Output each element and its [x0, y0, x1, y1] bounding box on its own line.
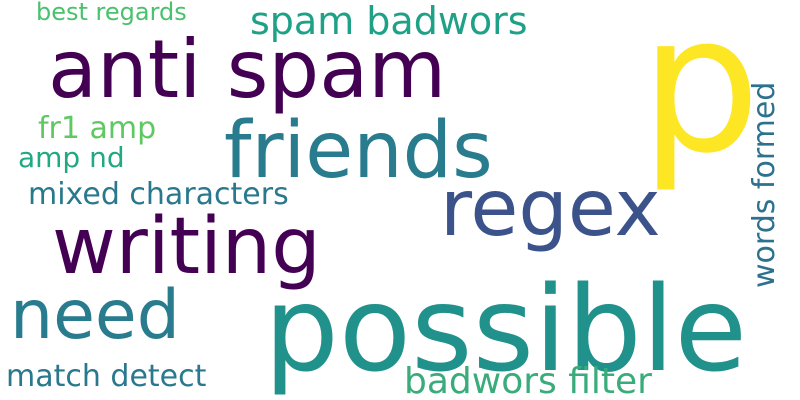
word-p: p [640, 0, 761, 195]
word-amp-nd: amp nd [18, 141, 125, 174]
word-mixed-characters: mixed characters [28, 177, 289, 212]
word-anti-spam: anti spam [48, 23, 447, 116]
word-best-regards: best regards [36, 0, 187, 26]
word-need: need [10, 276, 180, 355]
word-spam-badwors: spam badwors [250, 0, 528, 43]
word-fr1-amp: fr1 amp [38, 111, 157, 146]
word-regex: regex [440, 164, 661, 254]
word-writing: writing [52, 202, 321, 292]
word-match-detect: match detect [6, 359, 207, 394]
word-words-formed: words formed [747, 81, 782, 288]
word-friends: friends [224, 106, 493, 196]
word-possible: possible [264, 260, 748, 398]
word-badwors-filter: badwors filter [404, 361, 652, 400]
